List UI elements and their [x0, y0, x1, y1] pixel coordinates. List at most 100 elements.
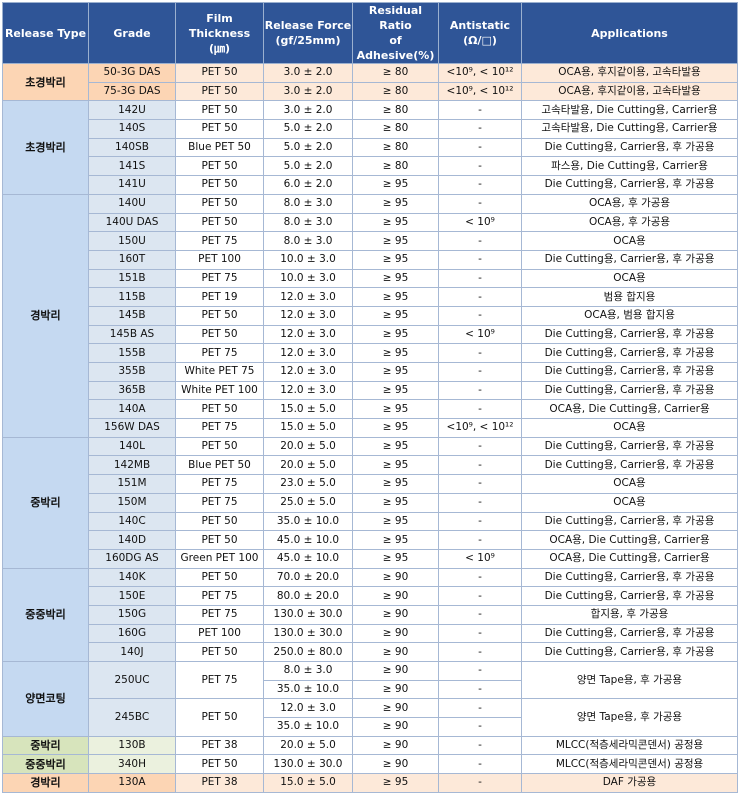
- force-cell: 12.0 ± 3.0: [263, 287, 353, 307]
- antistatic-cell: -: [438, 380, 522, 401]
- applications-cell: OCA용: [521, 418, 738, 438]
- applications-cell: Die Cutting용, Carrier용, 후 가공용: [521, 511, 738, 532]
- table-row: 150E PET 75 80.0 ± 20.0 ≥ 90- Die Cutting용, …: [2, 586, 738, 606]
- force-cell: 20.0 ± 5.0: [263, 455, 353, 476]
- force-cell: 12.0 ± 3.0: [263, 305, 353, 326]
- film-cell: White PET 75: [175, 362, 264, 382]
- residual-cell: ≥ 90: [352, 623, 439, 644]
- antistatic-cell: < 10⁹: [438, 324, 522, 345]
- force-cell: 3.0 ± 2.0: [263, 100, 353, 121]
- release-type-cell: 경박리: [2, 193, 89, 438]
- release-type-cell: 중박리: [2, 436, 89, 569]
- grade-cell: 151B: [88, 268, 176, 289]
- antistatic-cell: -: [438, 567, 522, 588]
- force-cell: 12.0 ± 3.0: [263, 324, 353, 345]
- force-cell: 5.0 ± 2.0: [263, 156, 353, 177]
- antistatic-cell: -: [438, 586, 522, 606]
- residual-cell: ≥ 95: [352, 399, 439, 420]
- table-body: 초경박리 50-3G DAS PET 50 3.0 ± 2.0 ≥ 80 <10⁹, < …: [2, 62, 738, 793]
- header-cell: Residual Ratio of Adhesive(%): [352, 2, 439, 64]
- film-cell: PET 50: [175, 193, 264, 214]
- table-row: 중중박리 340H PET 50 130.0 ± 30.0 ≥ 90- MLCC(적층세라…: [2, 754, 738, 775]
- grade-cell: 115B: [88, 287, 176, 307]
- table-row: 140J PET 50 250.0 ± 80.0 ≥ 90- Die Cutting용,…: [2, 642, 738, 662]
- antistatic-cell: -: [438, 754, 522, 775]
- antistatic-cell: -: [438, 698, 522, 719]
- force-cell: 6.0 ± 2.0: [263, 175, 353, 195]
- grade-cell: 150M: [88, 492, 176, 513]
- table-row: 151B PET 75 10.0 ± 3.0 ≥ 95- OCA용: [2, 268, 738, 289]
- applications-cell: Die Cutting용, Carrier용, 후 가공용: [521, 623, 738, 644]
- film-cell: PET 50: [175, 399, 264, 420]
- table-row: 150U PET 75 8.0 ± 3.0 ≥ 95- OCA용: [2, 231, 738, 251]
- film-cell: PET 75: [175, 268, 264, 289]
- antistatic-cell: -: [438, 119, 522, 139]
- film-cell: PET 75: [175, 586, 264, 606]
- force-cell: 130.0 ± 30.0: [263, 754, 353, 775]
- residual-cell: ≥ 95: [352, 773, 439, 793]
- table-row: 156W DAS PET 75 15.0 ± 5.0 ≥ 95 <10⁹, < 10¹²…: [2, 418, 738, 438]
- table-row: 145B PET 50 12.0 ± 3.0 ≥ 95- OCA용, 범용 합지용: [2, 305, 738, 326]
- grade-cell: 140A: [88, 399, 176, 420]
- force-cell: 3.0 ± 2.0: [263, 63, 353, 83]
- table-row: 150G PET 75 130.0 ± 30.0 ≥ 90- 합지용, 후 가공용: [2, 604, 738, 625]
- force-cell: 15.0 ± 5.0: [263, 418, 353, 438]
- applications-cell: OCA용: [521, 231, 738, 251]
- antistatic-cell: -: [438, 679, 522, 700]
- antistatic-cell: -: [438, 436, 522, 457]
- grade-cell: 141U: [88, 175, 176, 195]
- header-cell: Antistatic (Ω/□): [438, 2, 522, 64]
- grade-cell: 150U: [88, 231, 176, 251]
- header-row: Release Type Grade Film Thickness (㎛) Relea…: [2, 2, 738, 64]
- applications-cell: 고속타발용, Die Cutting용, Carrier용: [521, 100, 738, 121]
- residual-cell: ≥ 95: [352, 380, 439, 401]
- film-cell: PET 50: [175, 81, 264, 102]
- film-cell: PET 38: [175, 735, 264, 756]
- release-type-cell: 양면코팅: [2, 661, 89, 737]
- force-cell: 12.0 ± 3.0: [263, 380, 353, 401]
- release-type-cell: 초경박리: [2, 62, 89, 102]
- film-cell: PET 75: [175, 604, 264, 625]
- force-cell: 35.0 ± 10.0: [263, 679, 353, 700]
- table-row: 141U PET 50 6.0 ± 2.0 ≥ 95- Die Cutting용, Ca…: [2, 175, 738, 195]
- grade-cell: 50-3G DAS: [88, 63, 176, 83]
- antistatic-cell: <10⁹, < 10¹²: [438, 418, 522, 438]
- applications-cell: MLCC(적층세라믹콘덴서) 공정용: [521, 735, 738, 756]
- force-cell: 130.0 ± 30.0: [263, 604, 353, 625]
- residual-cell: ≥ 95: [352, 212, 439, 233]
- table-row: 140C PET 50 35.0 ± 10.0 ≥ 95- Die Cutting용, …: [2, 511, 738, 532]
- residual-cell: ≥ 90: [352, 604, 439, 625]
- film-cell: Blue PET 50: [175, 137, 264, 158]
- force-cell: 8.0 ± 3.0: [263, 231, 353, 251]
- applications-cell: 합지용, 후 가공용: [521, 604, 738, 625]
- grade-cell: 140D: [88, 530, 176, 550]
- grade-cell: 140U: [88, 193, 176, 214]
- residual-cell: ≥ 95: [352, 268, 439, 289]
- antistatic-cell: -: [438, 175, 522, 195]
- force-cell: 80.0 ± 20.0: [263, 586, 353, 606]
- film-cell: PET 50: [175, 511, 264, 532]
- antistatic-cell: <10⁹, < 10¹²: [438, 63, 522, 83]
- applications-cell: Die Cutting용, Carrier용, 후 가공용: [521, 567, 738, 588]
- residual-cell: ≥ 95: [352, 231, 439, 251]
- header-cell: Applications: [521, 2, 738, 64]
- applications-cell: OCA용: [521, 268, 738, 289]
- applications-cell: DAF 가공용: [521, 773, 738, 793]
- grade-cell: 130B: [88, 735, 176, 756]
- residual-cell: ≥ 90: [352, 586, 439, 606]
- release-type-cell: 경박리: [2, 773, 89, 793]
- grade-cell: 250UC: [88, 660, 176, 700]
- table-row: 160G PET 100 130.0 ± 30.0 ≥ 90- Die Cutting용…: [2, 623, 738, 644]
- table-row: 140A PET 50 15.0 ± 5.0 ≥ 95- OCA용, Die Cutti…: [2, 399, 738, 420]
- antistatic-cell: -: [438, 287, 522, 307]
- residual-cell: ≥ 95: [352, 418, 439, 438]
- film-cell: Blue PET 50: [175, 455, 264, 476]
- release-type-cell: 중중박리: [2, 567, 89, 663]
- force-cell: 45.0 ± 10.0: [263, 530, 353, 550]
- applications-cell: Die Cutting용, Carrier용, 후 가공용: [521, 642, 738, 662]
- applications-cell: OCA용, Die Cutting용, Carrier용: [521, 548, 738, 569]
- film-cell: PET 50: [175, 119, 264, 139]
- film-cell: PET 75: [175, 343, 264, 363]
- residual-cell: ≥ 90: [352, 679, 439, 700]
- applications-cell: 고속타발용, Die Cutting용, Carrier용: [521, 119, 738, 139]
